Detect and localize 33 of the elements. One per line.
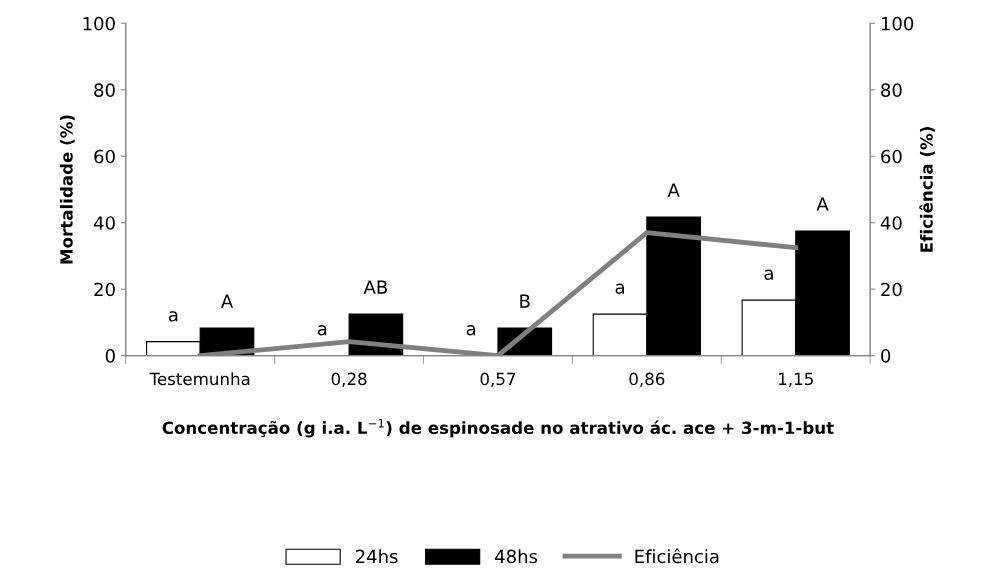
annotation: a xyxy=(764,269,773,280)
annotation: A xyxy=(220,294,234,308)
annotation: B xyxy=(520,294,530,308)
x-tick-label: Testemunha xyxy=(149,372,250,386)
y-tick-label: 40 xyxy=(93,216,115,230)
legend-label: 48hs xyxy=(495,549,538,564)
y-tick-label: 100 xyxy=(83,16,115,31)
annotation: a xyxy=(615,283,624,294)
x-tick-label: 0,57 xyxy=(480,372,516,387)
y-axis-title: Mortalidade (%) xyxy=(59,115,75,264)
annotation: a xyxy=(168,311,178,322)
y-tick-label: 80 xyxy=(94,83,115,97)
y-tick-label: 20 xyxy=(94,282,115,297)
annotation: AB xyxy=(363,280,387,294)
x-axis-title: Concentração (g i.a. L$^{−1}$) de espinosade no atrativo ác. ace + 3-m-1-but xyxy=(162,418,834,438)
y-tick-label: 60 xyxy=(94,149,115,164)
annotation: a xyxy=(466,325,476,336)
y2-tick-label: 80 xyxy=(881,83,902,97)
y2-tick-label: 20 xyxy=(881,282,902,297)
x-tick-label: 0,28 xyxy=(331,372,367,387)
x-tick-label: 1,15 xyxy=(779,372,813,387)
y2-tick-label: 100 xyxy=(881,16,914,31)
legend-label: Eficiência xyxy=(635,548,719,564)
annotation: A xyxy=(816,197,829,211)
y2-tick-label: 60 xyxy=(881,149,902,164)
y-tick-label: 0 xyxy=(105,349,115,363)
y2-tick-label: 0 xyxy=(881,349,891,363)
annotation: a xyxy=(317,325,327,336)
annotation: A xyxy=(667,183,680,197)
y2-tick-label: 40 xyxy=(880,216,902,230)
x-tick-label: 0,86 xyxy=(629,372,665,387)
y2-axis-title: Eficiência (%) xyxy=(919,127,935,252)
legend-label: 24hs xyxy=(355,549,398,564)
